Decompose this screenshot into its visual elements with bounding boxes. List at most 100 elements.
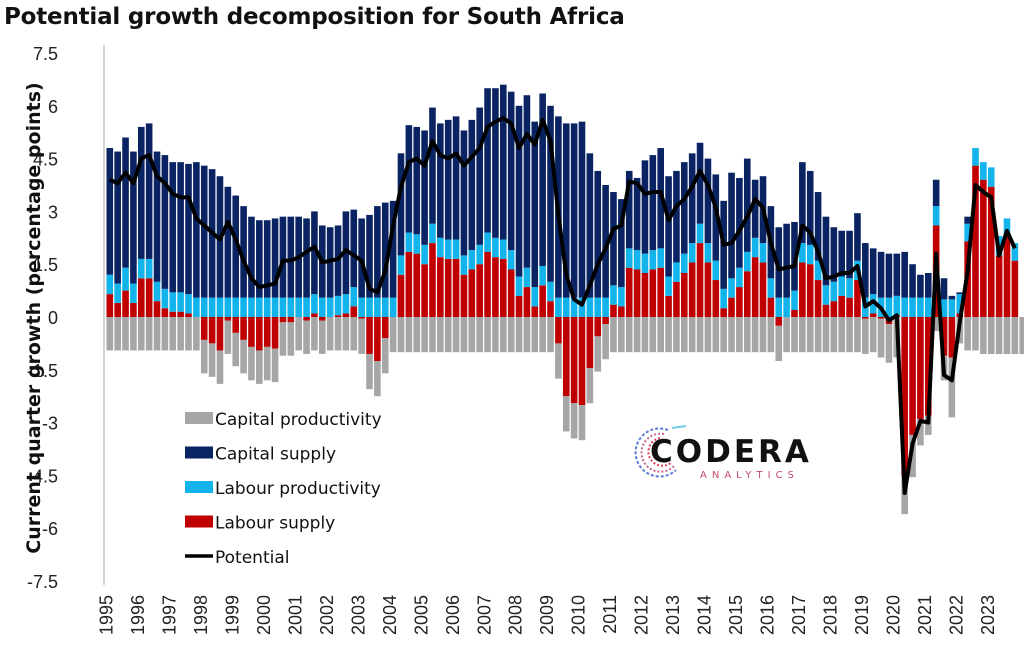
bar-labour-productivity xyxy=(578,297,586,317)
bar-labour-productivity xyxy=(775,297,783,317)
bar-capital-productivity xyxy=(736,317,743,353)
x-tick-label: 2018 xyxy=(821,595,841,635)
bar-capital-productivity xyxy=(177,317,184,351)
bar-labour-productivity xyxy=(681,253,688,273)
bar-capital-supply xyxy=(476,107,483,245)
bar-capital-productivity xyxy=(476,317,483,353)
x-tick-label: 2020 xyxy=(884,595,904,635)
bar-labour-productivity xyxy=(106,274,114,295)
bar-labour-productivity xyxy=(964,223,971,242)
bar-labour-productivity xyxy=(303,297,310,317)
bar-capital-supply xyxy=(114,151,121,284)
bar-labour-supply xyxy=(862,317,869,319)
bar-labour-productivity xyxy=(326,297,334,317)
bar-capital-productivity xyxy=(885,324,893,363)
bar-capital-productivity xyxy=(539,317,546,353)
bar-labour-productivity xyxy=(515,276,523,296)
bar-capital-supply xyxy=(303,218,310,298)
bar-labour-productivity xyxy=(122,267,129,291)
bar-capital-supply xyxy=(688,153,696,244)
y-tick-label: 0 xyxy=(48,308,58,328)
bar-capital-productivity xyxy=(917,419,924,446)
bar-labour-supply xyxy=(539,285,546,317)
bar-capital-supply xyxy=(145,123,153,259)
bar-labour-supply xyxy=(594,317,602,337)
bar-capital-supply xyxy=(397,153,405,256)
bar-capital-productivity xyxy=(256,350,263,384)
bar-capital-productivity xyxy=(751,317,759,353)
bar-labour-supply xyxy=(1003,236,1011,317)
bar-capital-supply xyxy=(539,93,546,266)
bar-capital-supply xyxy=(169,162,177,293)
x-tick-label: 2008 xyxy=(506,595,526,635)
bar-capital-supply xyxy=(248,216,255,298)
x-ticks: 1995 1996 1997 1998 1999 2000 2001 2002 2003 2004… xyxy=(97,595,998,635)
bar-labour-productivity xyxy=(704,243,712,263)
bar-capital-productivity xyxy=(830,317,838,353)
bar-capital-productivity xyxy=(185,317,192,351)
bar-labour-productivity xyxy=(901,297,908,317)
bar-capital-productivity xyxy=(240,339,247,374)
bar-labour-supply xyxy=(869,313,877,317)
bar-labour-supply xyxy=(350,306,358,317)
bar-capital-supply xyxy=(846,230,853,279)
bar-capital-productivity xyxy=(334,317,342,351)
bar-capital-productivity xyxy=(311,317,318,351)
bar-labour-productivity xyxy=(248,297,255,317)
bar-labour-supply xyxy=(421,264,428,317)
bar-labour-productivity xyxy=(397,255,405,275)
bar-labour-supply xyxy=(854,280,861,317)
bar-capital-productivity xyxy=(618,317,625,353)
bar-labour-productivity xyxy=(366,297,373,317)
bar-labour-productivity xyxy=(956,294,964,314)
bar-capital-supply xyxy=(185,163,192,295)
bar-capital-supply xyxy=(940,278,948,300)
bar-labour-productivity xyxy=(130,283,137,303)
bar-capital-productivity xyxy=(193,317,200,351)
bar-labour-supply xyxy=(476,264,483,317)
bar-labour-productivity xyxy=(948,299,956,317)
bar-capital-productivity xyxy=(492,317,499,353)
bar-labour-productivity xyxy=(287,297,295,317)
bar-labour-supply xyxy=(256,317,263,351)
bar-labour-productivity xyxy=(893,295,901,316)
bar-labour-productivity xyxy=(193,297,200,317)
bar-capital-productivity xyxy=(681,317,688,353)
bar-labour-supply xyxy=(649,269,657,317)
bar-labour-supply xyxy=(523,287,531,317)
bar-capital-productivity xyxy=(130,317,137,351)
bar-labour-productivity xyxy=(476,244,483,265)
bar-capital-supply xyxy=(618,199,625,288)
bar-capital-productivity xyxy=(728,317,735,353)
bar-capital-productivity xyxy=(625,317,633,353)
bar-capital-productivity xyxy=(846,317,853,353)
bar-capital-supply xyxy=(437,123,444,238)
bar-capital-productivity xyxy=(468,317,476,353)
legend-label: Capital supply xyxy=(215,445,336,465)
bar-capital-productivity xyxy=(279,322,287,356)
bar-labour-supply xyxy=(334,315,342,317)
bar-capital-productivity xyxy=(665,317,672,353)
bar-capital-supply xyxy=(484,88,491,233)
bar-labour-productivity xyxy=(263,297,271,317)
bar-labour-supply xyxy=(263,317,271,347)
bar-labour-supply xyxy=(405,251,413,317)
bar-capital-supply xyxy=(956,292,964,295)
bar-labour-supply xyxy=(381,317,389,339)
bar-capital-supply xyxy=(460,130,468,256)
bar-labour-productivity xyxy=(177,292,184,312)
bar-labour-productivity xyxy=(767,278,775,298)
bar-capital-productivity xyxy=(437,317,444,353)
bar-capital-supply xyxy=(822,216,830,286)
bar-labour-productivity xyxy=(539,265,546,286)
bar-capital-supply xyxy=(193,162,200,298)
bar-labour-productivity xyxy=(114,283,121,303)
y-tick-label: 3 xyxy=(48,202,58,222)
bar-capital-productivity xyxy=(972,317,979,351)
bar-labour-supply xyxy=(185,313,192,317)
bar-capital-productivity xyxy=(381,338,389,374)
bar-labour-supply xyxy=(130,302,137,317)
bar-capital-productivity xyxy=(594,336,602,372)
bar-capital-productivity xyxy=(303,320,310,354)
bar-capital-supply xyxy=(130,151,137,284)
